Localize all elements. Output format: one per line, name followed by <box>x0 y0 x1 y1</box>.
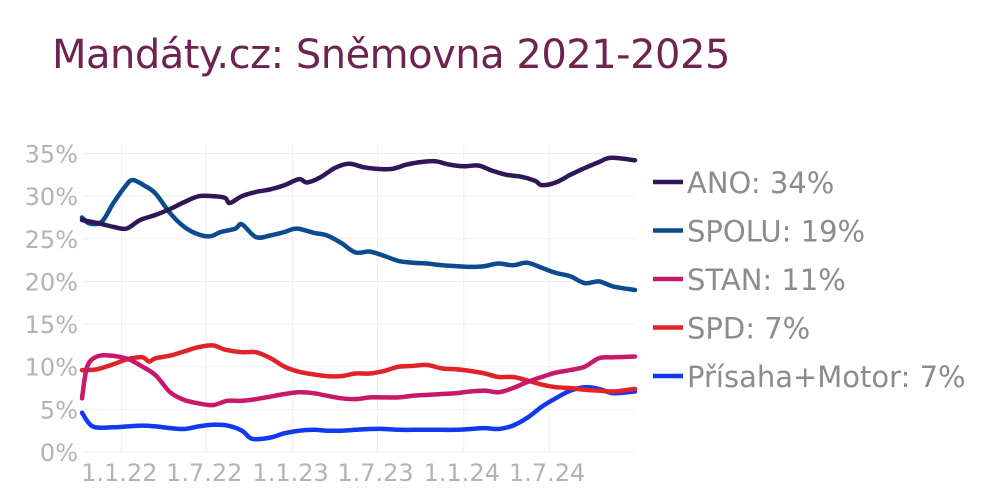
series-line-stan <box>79 352 638 408</box>
legend: ANO: 34% SPOLU: 19% STAN: 11% SPD: 7% Přísah… <box>653 166 966 394</box>
y-tick-label: 0% <box>40 439 78 467</box>
legend-label: STAN: 11% <box>687 263 846 297</box>
x-axis-ticks: 1.1.22 1.7.22 1.1.23 1.7.23 1.1.24 1.7.24 <box>81 459 585 487</box>
x-tick-label: 1.1.24 <box>424 459 500 487</box>
x-tick-label: 1.1.23 <box>252 459 328 487</box>
series-lines <box>79 155 638 442</box>
y-tick-label: 15% <box>25 311 78 339</box>
y-tick-label: 10% <box>25 354 78 382</box>
gridlines <box>82 145 635 453</box>
series-line-spolu <box>79 177 638 293</box>
x-tick-label: 1.1.22 <box>81 459 157 487</box>
y-tick-label: 35% <box>25 141 78 169</box>
x-tick-label: 1.7.22 <box>166 459 242 487</box>
chart-title: Mandáty.cz: Sněmovna 2021-2025 <box>52 32 730 78</box>
series-line-p-saha-motor <box>79 384 638 442</box>
y-axis-ticks: 0% 5% 10% 15% 20% 25% 30% 35% <box>25 141 78 467</box>
series-line-ano <box>79 155 638 232</box>
y-tick-label: 25% <box>25 226 78 254</box>
legend-label: SPOLU: 19% <box>687 215 865 249</box>
legend-label: ANO: 34% <box>687 166 834 200</box>
y-tick-label: 20% <box>25 268 78 296</box>
y-tick-label: 5% <box>40 396 78 424</box>
series-line-spd <box>79 343 638 394</box>
x-tick-label: 1.7.23 <box>337 459 413 487</box>
legend-label: Přísaha+Motor: 7% <box>687 360 966 394</box>
legend-label: SPD: 7% <box>687 312 810 346</box>
y-tick-label: 30% <box>25 183 78 211</box>
x-tick-label: 1.7.24 <box>509 459 585 487</box>
